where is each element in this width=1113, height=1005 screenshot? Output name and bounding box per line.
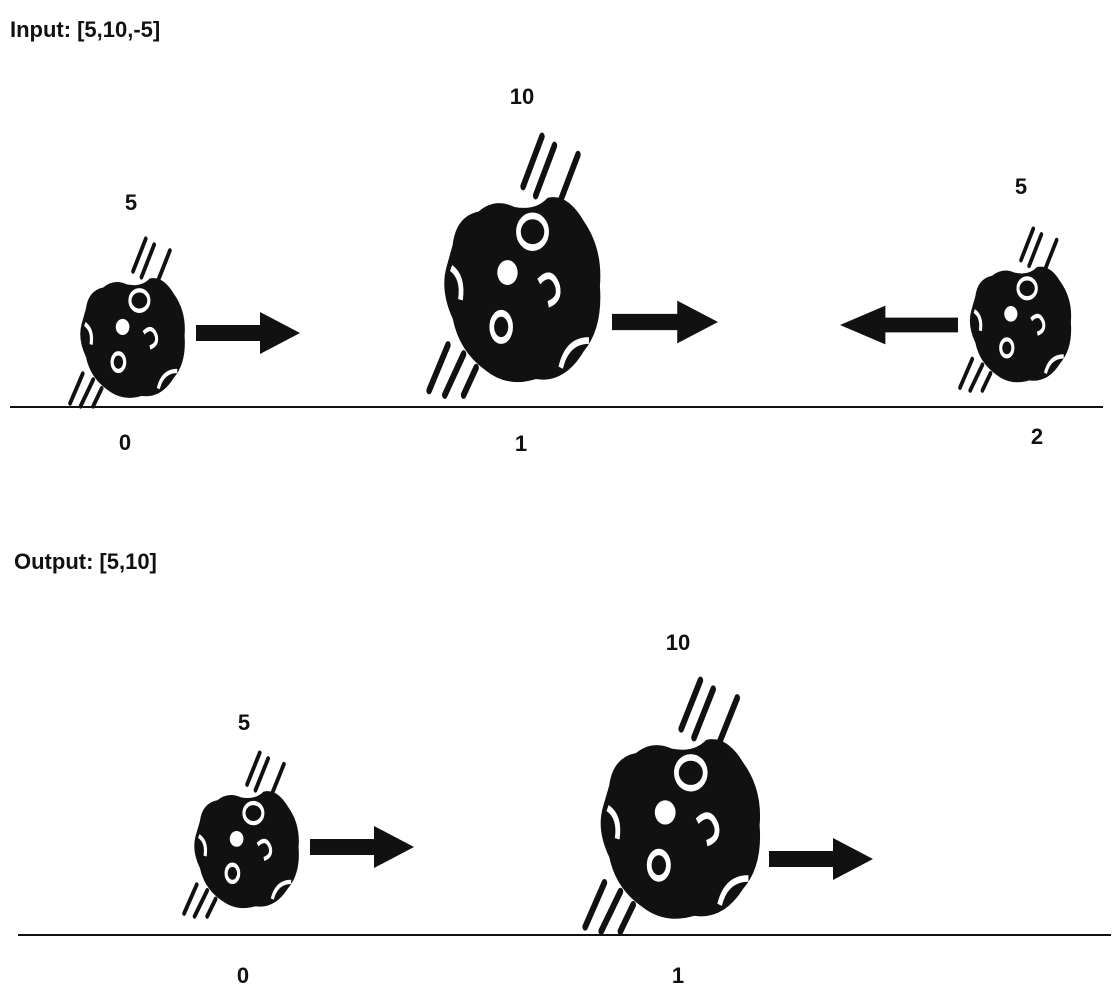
arrow-right-icon: [310, 822, 414, 872]
input-ground-line: [10, 406, 1103, 408]
output-asteroid-0-size: 5: [237, 710, 251, 735]
asteroid-icon: [68, 236, 194, 412]
output-heading: Output: [5,10]: [14, 549, 157, 575]
asteroid-icon: [582, 676, 774, 940]
input-asteroid-2-size: 5: [1014, 174, 1028, 199]
input-label: Input:: [10, 17, 72, 42]
arrow-left-icon: [840, 302, 958, 348]
output-asteroid-0-index: 0: [236, 963, 250, 988]
input-heading: Input: [5,10,-5]: [10, 17, 160, 43]
asteroid-icon: [958, 226, 1080, 396]
output-value: [5,10]: [99, 549, 157, 574]
output-ground-line: [18, 934, 1111, 936]
asteroid-icon: [182, 750, 308, 922]
input-asteroid-0-size: 5: [124, 190, 138, 215]
output-asteroid-1-size: 10: [665, 630, 691, 655]
input-asteroid-0-index: 0: [118, 430, 132, 455]
arrow-right-icon: [196, 308, 300, 358]
input-asteroid-1-size: 10: [509, 84, 535, 109]
arrow-right-icon: [768, 834, 874, 884]
asteroid-icon: [426, 132, 614, 404]
input-value: [5,10,-5]: [77, 17, 161, 42]
input-asteroid-1-index: 1: [514, 431, 528, 456]
input-asteroid-2-index: 2: [1030, 424, 1044, 449]
output-label: Output:: [14, 549, 94, 574]
output-asteroid-1-index: 1: [671, 963, 685, 988]
arrow-right-icon: [612, 296, 718, 348]
